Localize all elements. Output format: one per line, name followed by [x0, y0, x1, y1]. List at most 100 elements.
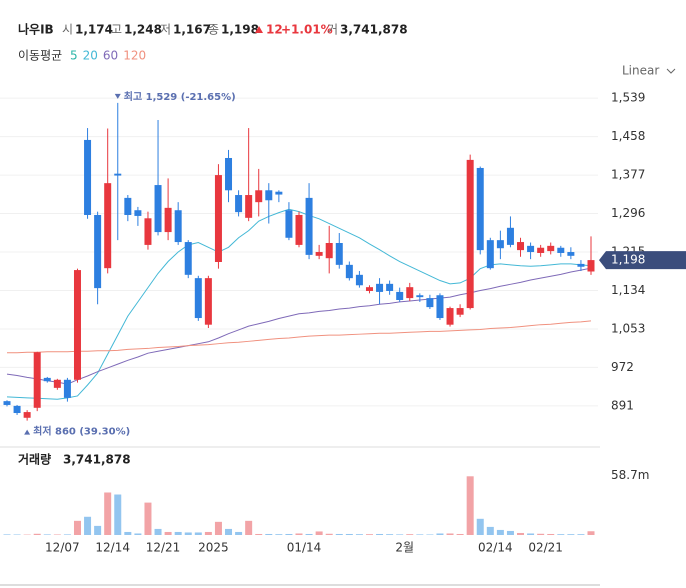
volume-bar — [184, 532, 192, 535]
candle-body — [124, 197, 132, 215]
volume-bar — [295, 533, 303, 535]
candle-body — [506, 227, 514, 245]
volume-bar — [214, 521, 222, 535]
up-arrow — [255, 26, 263, 33]
field-label: 고 — [111, 23, 122, 37]
candle-body — [13, 405, 21, 414]
volume-bar — [3, 534, 11, 535]
candle-body — [335, 243, 343, 265]
candle-body — [527, 245, 535, 253]
candle-body — [265, 190, 273, 201]
x-tick-label: 02/14 — [478, 541, 513, 555]
field-value: 1,248 — [124, 23, 162, 37]
ma-line — [7, 320, 592, 354]
volume-bar — [245, 520, 253, 535]
volume-bar — [265, 533, 273, 535]
x-tick-label: 12/07 — [45, 541, 80, 555]
field-value: 1,198 — [221, 23, 259, 37]
candle-body — [567, 252, 575, 256]
volume-bar — [537, 533, 545, 535]
candle-body — [204, 278, 212, 325]
volume-total: 3,741,878 — [63, 453, 131, 467]
dropdown-icon — [666, 68, 676, 74]
candle-body — [225, 157, 233, 191]
candle-body — [436, 295, 444, 319]
volume-bar — [416, 534, 424, 535]
volume-bar — [73, 520, 81, 535]
change: 12 — [266, 23, 283, 37]
volume-bar — [426, 534, 434, 535]
volume-bar — [33, 533, 41, 535]
annotation-arrow — [114, 93, 121, 99]
volume-bar — [164, 531, 172, 535]
candle-body — [214, 175, 222, 262]
volume-bar — [43, 534, 51, 535]
candle-body — [547, 245, 555, 252]
volume-title: 거래량 — [18, 452, 51, 467]
volume-bar — [365, 534, 373, 535]
volume-bar — [255, 533, 263, 535]
ma-line — [6, 267, 592, 385]
candle-body — [63, 379, 71, 398]
scale-label: Linear — [622, 64, 659, 78]
candle-body — [345, 264, 353, 279]
volume-bar — [355, 534, 363, 535]
volume-bar — [496, 529, 504, 535]
volume-bar — [305, 533, 313, 535]
field-label: 저 — [160, 23, 171, 37]
volume-bar — [154, 528, 162, 535]
volume-bar — [587, 531, 595, 535]
volume-bar — [275, 534, 283, 535]
candle-body — [466, 159, 474, 309]
volume-bar — [53, 534, 61, 535]
candle-body — [557, 247, 565, 253]
volume-bar — [134, 533, 142, 535]
candle-body — [426, 298, 434, 308]
candle-body — [114, 173, 122, 176]
candle-body — [245, 195, 253, 218]
candle-body — [295, 214, 303, 245]
field-value: 1,167 — [173, 23, 211, 37]
candle-body — [43, 377, 51, 382]
candle-body — [386, 283, 394, 291]
x-tick-label: 01/14 — [287, 541, 322, 555]
field-value: 1,174 — [75, 23, 113, 37]
candle-body — [325, 243, 333, 259]
y-tick-label: 972 — [611, 360, 634, 374]
volume-bar — [396, 534, 404, 535]
y-tick-label: 1,458 — [611, 129, 645, 143]
volume-bar — [345, 533, 353, 535]
volume-bar — [144, 502, 152, 535]
volume-bar — [124, 531, 132, 535]
volume-bar — [466, 476, 474, 535]
candle-body — [476, 167, 484, 251]
candle-body — [73, 270, 81, 380]
candle-body — [365, 287, 373, 291]
ma-legend: 60 — [103, 49, 118, 63]
volume-bar — [446, 533, 454, 535]
volume-bar — [84, 516, 92, 535]
volume-bar — [114, 494, 122, 535]
candle-body — [53, 379, 61, 388]
volume-bar — [506, 530, 514, 535]
candle-body — [486, 240, 494, 269]
candle-body — [3, 401, 11, 405]
candle-body — [376, 283, 384, 292]
ma-label: 이동평균 — [18, 49, 62, 63]
y-tick-label: 1,296 — [611, 206, 645, 220]
candle-body — [134, 210, 142, 216]
volume-bar — [436, 533, 444, 535]
y-tick-label: 891 — [611, 398, 634, 412]
candle-body — [285, 210, 293, 238]
x-tick-label: 02/21 — [528, 541, 563, 555]
annotation-label: 최고 1,529 (-21.65%) — [124, 90, 236, 103]
y-tick-label: 1,134 — [611, 283, 645, 297]
candle-body — [23, 412, 31, 418]
ma-legend: 5 — [70, 49, 78, 63]
stock-name: 나우IB — [18, 22, 54, 37]
annotation-arrow — [24, 429, 31, 435]
volume-bar — [527, 533, 535, 535]
y-tick-label: 1,377 — [611, 168, 645, 182]
volume-bar — [517, 532, 525, 535]
